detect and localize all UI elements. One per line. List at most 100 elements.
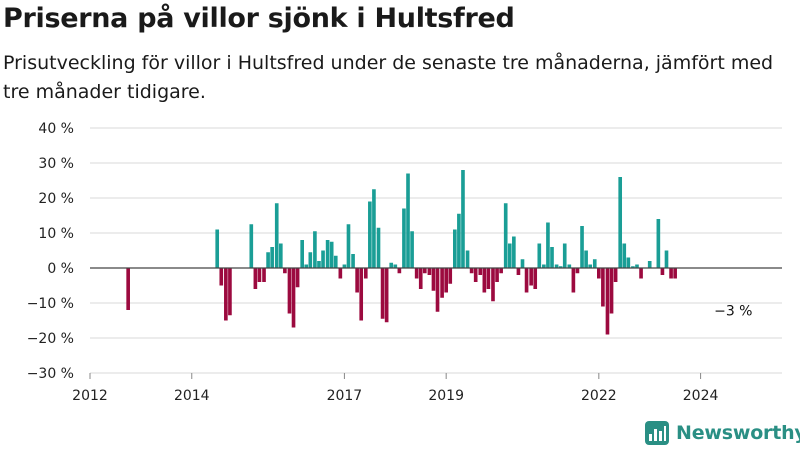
bar	[550, 247, 554, 268]
bar	[647, 261, 652, 268]
bar	[660, 268, 665, 275]
bar	[266, 252, 270, 268]
bar	[351, 254, 355, 268]
gridlines	[90, 127, 782, 374]
bar	[457, 213, 461, 268]
bar	[287, 268, 292, 314]
bar	[562, 243, 567, 268]
bar	[325, 240, 330, 268]
brand-name: Newsworthy	[676, 422, 800, 444]
bar	[440, 268, 444, 298]
bar	[529, 268, 533, 286]
bar	[605, 268, 610, 335]
bar	[537, 243, 542, 268]
bar-chart-logo-icon	[645, 421, 669, 445]
y-tick-label: 0 %	[47, 261, 74, 277]
bar	[427, 268, 432, 275]
bar	[321, 250, 325, 268]
bar	[503, 203, 508, 268]
bar	[219, 268, 224, 286]
annotations: −3 %	[714, 304, 752, 320]
bar	[453, 229, 457, 268]
bar	[567, 264, 572, 268]
bar	[669, 268, 673, 279]
x-tick-label: 2022	[581, 388, 617, 404]
bar	[486, 268, 491, 289]
bar	[609, 268, 614, 314]
bar	[355, 268, 359, 293]
y-tick-label: 10 %	[38, 226, 74, 242]
bar	[397, 268, 402, 274]
newsworthy-logo: Newsworthy	[645, 420, 800, 446]
bar	[639, 268, 643, 279]
bar	[448, 268, 453, 284]
bar	[346, 224, 351, 268]
bar	[215, 229, 220, 268]
bar	[482, 268, 487, 293]
bar	[333, 255, 338, 268]
bar	[601, 268, 605, 307]
latest-value-annotation: −3 %	[714, 304, 752, 320]
bar	[512, 236, 516, 268]
y-axis-tick-labels: 40 % 30 % 20 % 10 % 0 % −10 % −20 % −30 %	[27, 121, 74, 382]
bar	[622, 243, 627, 268]
bar	[393, 264, 398, 268]
bar	[295, 268, 300, 288]
bar	[465, 250, 470, 268]
bar	[546, 222, 550, 268]
bar	[300, 240, 304, 268]
bar-series	[126, 170, 677, 335]
bar	[126, 268, 130, 310]
y-tick-label: −10 %	[27, 296, 74, 312]
bar	[444, 268, 448, 293]
bar	[278, 243, 283, 268]
bar	[469, 268, 474, 274]
x-tick-label: 2014	[174, 388, 210, 404]
bar	[542, 264, 546, 268]
bar	[597, 268, 601, 279]
bar	[533, 268, 538, 289]
bar	[558, 266, 563, 268]
bar	[224, 268, 228, 321]
bar	[584, 250, 588, 268]
bar	[478, 268, 483, 275]
bar	[491, 268, 495, 302]
bar	[257, 268, 262, 282]
y-tick-label: 30 %	[38, 156, 74, 172]
bar	[571, 268, 576, 293]
bar	[308, 252, 313, 268]
x-tick-label: 2019	[428, 388, 464, 404]
y-tick-label: −30 %	[27, 366, 74, 382]
bar	[635, 264, 639, 268]
bar	[359, 268, 364, 321]
bar	[626, 257, 631, 268]
bar	[554, 264, 559, 268]
bar	[499, 268, 503, 274]
x-tick-label: 2017	[327, 388, 363, 404]
bar	[406, 173, 410, 268]
bar	[410, 231, 414, 268]
bar	[435, 268, 440, 312]
x-tick-label: 2024	[683, 388, 719, 404]
bar	[422, 268, 427, 274]
bar	[283, 268, 287, 274]
bar	[588, 264, 592, 268]
bar	[461, 170, 465, 268]
bar	[372, 189, 376, 268]
bar	[368, 201, 372, 268]
y-tick-label: 40 %	[38, 121, 74, 137]
bar	[402, 208, 406, 268]
bar	[342, 264, 347, 268]
y-tick-label: 20 %	[38, 191, 74, 207]
bar	[376, 227, 381, 268]
bar	[664, 250, 669, 268]
bar	[249, 224, 254, 268]
y-tick-label: −20 %	[27, 331, 74, 347]
bar	[575, 268, 580, 274]
bar	[329, 241, 334, 268]
bar	[253, 268, 258, 289]
bar	[673, 268, 677, 279]
bar	[618, 177, 623, 268]
bar	[270, 247, 274, 268]
